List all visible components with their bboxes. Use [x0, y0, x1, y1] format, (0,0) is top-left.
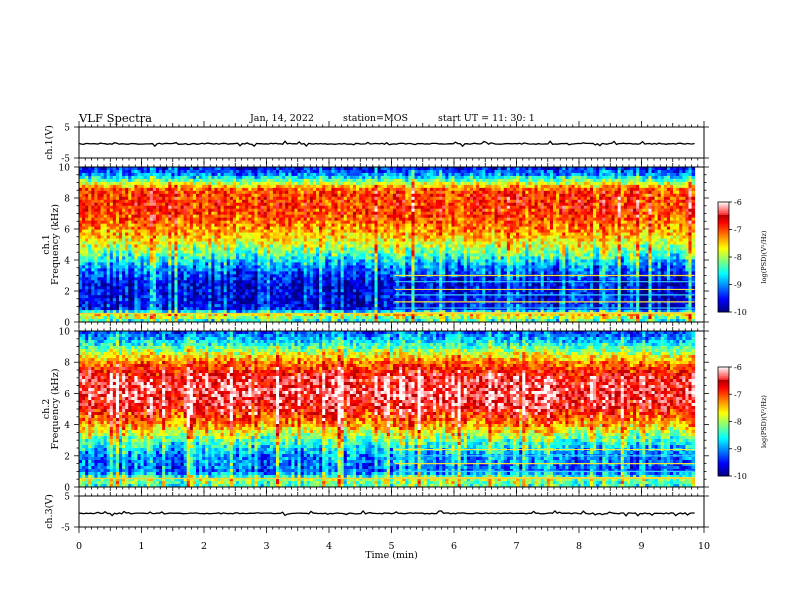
y-tick-label: 5 — [64, 124, 70, 134]
colorbar-ch2: -6 -7 -8 -9 -10 log(PSD)(V²/Hz) — [717, 363, 768, 481]
colorbar-tick-label: -9 — [734, 445, 742, 454]
x-tick-label: 8 — [576, 541, 582, 552]
colorbar-label: log(PSD)(V²/Hz) — [760, 395, 768, 448]
y-tick-label: 8 — [64, 359, 70, 369]
spectrogram-ch2-image — [79, 331, 696, 488]
colorbar-tick-label: -8 — [734, 253, 742, 262]
plot-frame — [78, 495, 705, 528]
station-label: station=MOS — [343, 113, 408, 124]
y-axis-label: ch.1(V) — [44, 125, 55, 160]
x-tick-label: 7 — [513, 541, 519, 552]
y-tick-label: 5 — [64, 493, 70, 503]
waveform-trace — [78, 140, 695, 148]
colorbar-label: log(PSD)(V²/Hz) — [760, 230, 768, 283]
colorbar-tick-label: -10 — [734, 472, 747, 481]
y-tick-label: 4 — [64, 421, 70, 431]
colorbars: -6 -7 -8 -9 -10 log(PSD)(V²/Hz) -6 -7 -8 -9 -10 log… — [717, 198, 768, 481]
y-tick-label: 8 — [64, 195, 70, 205]
x-tick-label: 5 — [388, 541, 394, 552]
x-tick-label: 3 — [263, 541, 269, 552]
y-axis-label-channel: ch.2 — [41, 399, 52, 420]
x-tick-label: 2 — [201, 541, 207, 552]
y-tick-label: 6 — [64, 226, 70, 236]
x-tick-label: 9 — [638, 541, 644, 552]
plot-frame — [78, 126, 705, 159]
y-axis-label: ch.3(V) — [44, 494, 55, 529]
y-tick-label: -5 — [61, 524, 70, 534]
y-axis-label-frequency: Frequency (kHz) — [50, 369, 61, 450]
y-tick-label: 0 — [64, 484, 70, 494]
y-axis-label-frequency: Frequency (kHz) — [50, 204, 61, 285]
y-tick-label: 6 — [64, 390, 70, 400]
colorbar-tick-label: -8 — [734, 418, 742, 427]
y-tick-label: 4 — [64, 257, 70, 267]
colorbar-ch1: -6 -7 -8 -9 -10 log(PSD)(V²/Hz) — [717, 198, 768, 317]
y-tick-label: 0 — [64, 319, 70, 329]
start-time-label: start UT = 11: 30: 1 — [438, 113, 535, 124]
colorbar-tick-label: -6 — [734, 363, 742, 372]
waveform-ch3-axes: 5 -5 ch.3(V) 0 1 2 3 4 5 6 7 8 9 10 Time (min) — [44, 490, 710, 561]
colorbar-tick-label: -7 — [734, 390, 742, 399]
colorbar-tick-label: -9 — [734, 281, 742, 290]
colorbar-tick-label: -10 — [734, 308, 747, 317]
x-axis-label: Time (min) — [365, 550, 418, 561]
chart-title: VLF Spectra — [79, 111, 152, 125]
colorbar-tick-label: -7 — [734, 226, 742, 235]
y-axis-label-channel: ch.1 — [41, 234, 52, 255]
x-tick-label: 1 — [138, 541, 144, 552]
date-label: Jan. 14, 2022 — [250, 113, 314, 124]
x-tick-label: 6 — [451, 541, 457, 552]
y-tick-label: 2 — [64, 452, 70, 462]
x-tick-label: 10 — [698, 541, 710, 552]
colorbar-tick-label: -6 — [734, 198, 742, 207]
x-tick-label: 4 — [326, 541, 332, 552]
x-tick-label: 0 — [76, 541, 82, 552]
waveform-trace — [78, 509, 695, 517]
y-tick-label: -5 — [61, 155, 70, 165]
y-tick-label: 10 — [59, 164, 71, 174]
y-tick-label: 10 — [59, 328, 71, 338]
y-tick-label: 2 — [64, 288, 70, 298]
waveform-ch1-axes: 5 -5 ch.1(V) — [44, 121, 709, 165]
spectrogram-ch1-image — [79, 167, 696, 323]
